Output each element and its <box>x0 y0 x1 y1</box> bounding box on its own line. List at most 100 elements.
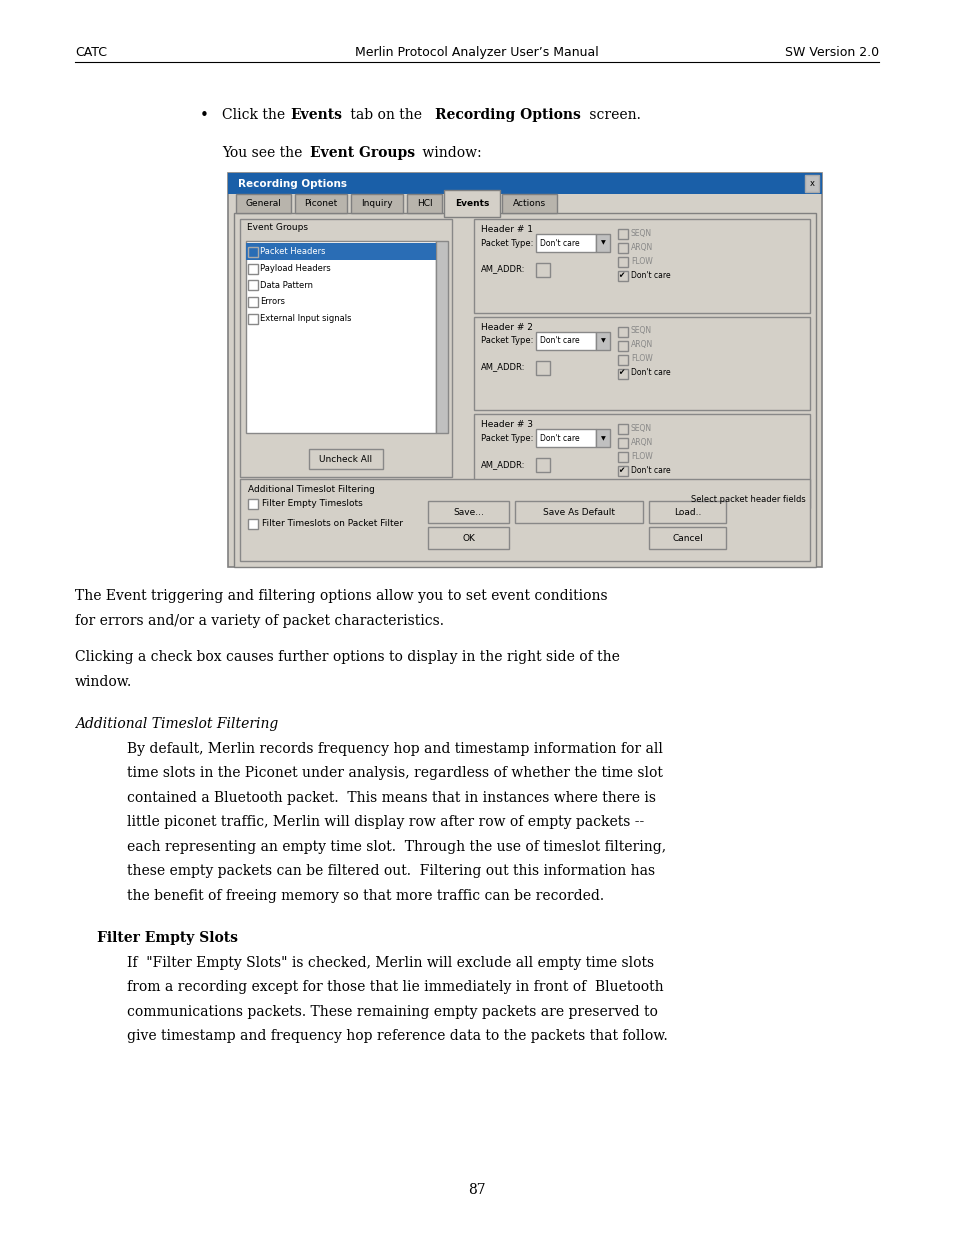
Bar <box>536 430 596 447</box>
Text: Don't care: Don't care <box>539 336 579 345</box>
Bar <box>618 228 627 240</box>
Text: Load..: Load.. <box>673 508 700 516</box>
Bar <box>246 241 436 433</box>
Text: little piconet traffic, Merlin will display row after row of empty packets --: little piconet traffic, Merlin will disp… <box>127 815 643 829</box>
Text: 87: 87 <box>468 1183 485 1197</box>
Text: The Event triggering and filtering options allow you to set event conditions: The Event triggering and filtering optio… <box>75 589 607 603</box>
Text: SEQN: SEQN <box>630 424 652 432</box>
Text: Packet Headers: Packet Headers <box>260 247 325 256</box>
Bar <box>536 332 596 350</box>
Text: ✔: ✔ <box>618 466 623 474</box>
Text: Data Pattern: Data Pattern <box>260 280 313 289</box>
Bar <box>474 414 809 508</box>
Text: ✔: ✔ <box>618 270 623 279</box>
Text: ▼: ▼ <box>600 436 605 441</box>
Text: FLOW: FLOW <box>630 452 652 461</box>
Bar <box>309 450 382 469</box>
Bar <box>240 219 452 477</box>
Bar <box>233 212 815 567</box>
Bar <box>618 270 627 282</box>
Text: time slots in the Piconet under analysis, regardless of whether the time slot: time slots in the Piconet under analysis… <box>127 766 662 781</box>
Text: Merlin Protocol Analyzer User’s Manual: Merlin Protocol Analyzer User’s Manual <box>355 46 598 58</box>
Text: •: • <box>200 107 209 122</box>
Bar <box>443 190 499 217</box>
Text: Cancel: Cancel <box>672 534 702 542</box>
Bar <box>228 173 821 567</box>
Text: give timestamp and frequency hop reference data to the packets that follow.: give timestamp and frequency hop referen… <box>127 1029 667 1044</box>
Text: screen.: screen. <box>584 107 640 122</box>
Text: Header # 1: Header # 1 <box>480 225 533 233</box>
Text: Errors: Errors <box>260 298 285 306</box>
Text: Event Groups: Event Groups <box>247 224 308 232</box>
Text: Inquiry: Inquiry <box>361 199 393 207</box>
Bar <box>248 280 257 290</box>
Text: Click the: Click the <box>222 107 289 122</box>
Text: Don't care: Don't care <box>539 433 579 443</box>
Bar <box>618 467 627 477</box>
Text: Clicking a check box causes further options to display in the right side of the: Clicking a check box causes further opti… <box>75 650 619 664</box>
Text: ▼: ▼ <box>600 338 605 343</box>
Text: tab on the: tab on the <box>346 107 426 122</box>
Text: Select packet header fields: Select packet header fields <box>691 495 805 504</box>
Bar <box>228 173 821 194</box>
Text: CATC: CATC <box>75 46 107 58</box>
Text: Don't care: Don't care <box>630 368 670 377</box>
Bar <box>648 501 725 522</box>
Bar <box>248 247 257 257</box>
Text: ARQN: ARQN <box>630 242 653 252</box>
Text: If  "Filter Empty Slots" is checked, Merlin will exclude all empty time slots: If "Filter Empty Slots" is checked, Merl… <box>127 956 654 969</box>
Bar <box>246 243 436 259</box>
Bar <box>618 452 627 462</box>
Bar <box>248 314 257 324</box>
Bar <box>501 194 557 212</box>
Text: FLOW: FLOW <box>630 354 652 363</box>
Text: window.: window. <box>75 674 132 688</box>
Text: General: General <box>245 199 281 207</box>
Bar <box>248 519 257 529</box>
Text: Piconet: Piconet <box>304 199 337 207</box>
Bar <box>618 354 627 364</box>
Bar <box>618 438 627 448</box>
Text: Uncheck All: Uncheck All <box>319 454 373 463</box>
Text: ▼: ▼ <box>600 241 605 246</box>
Text: Don't care: Don't care <box>630 466 670 474</box>
Text: Header # 3: Header # 3 <box>480 420 533 430</box>
Text: Filter Empty Timeslots: Filter Empty Timeslots <box>262 499 362 508</box>
Text: You see the: You see the <box>222 146 307 161</box>
Text: Filter Empty Slots: Filter Empty Slots <box>97 931 237 945</box>
Text: SW Version 2.0: SW Version 2.0 <box>784 46 878 58</box>
Bar <box>618 257 627 267</box>
Bar <box>536 263 550 277</box>
Bar <box>618 341 627 351</box>
Bar <box>804 175 818 191</box>
Text: Don't care: Don't care <box>539 238 579 247</box>
Bar <box>596 233 609 252</box>
Text: Additional Timeslot Filtering: Additional Timeslot Filtering <box>248 485 375 494</box>
Text: By default, Merlin records frequency hop and timestamp information for all: By default, Merlin records frequency hop… <box>127 741 662 756</box>
Text: Events: Events <box>290 107 341 122</box>
Text: Events: Events <box>455 199 489 207</box>
Bar <box>618 327 627 337</box>
Text: Header # 2: Header # 2 <box>480 322 533 332</box>
Text: Packet Type:: Packet Type: <box>480 238 533 247</box>
Text: AM_ADDR:: AM_ADDR: <box>480 362 525 372</box>
Text: SEQN: SEQN <box>630 326 652 335</box>
Bar <box>596 430 609 447</box>
Bar <box>596 332 609 350</box>
Bar <box>536 361 550 374</box>
Text: OK: OK <box>461 534 475 542</box>
Text: these empty packets can be filtered out.  Filtering out this information has: these empty packets can be filtered out.… <box>127 864 655 878</box>
Bar <box>474 219 809 312</box>
Text: ARQN: ARQN <box>630 438 653 447</box>
Text: Don't care: Don't care <box>630 270 670 279</box>
Text: Actions: Actions <box>513 199 545 207</box>
Text: from a recording except for those that lie immediately in front of  Bluetooth: from a recording except for those that l… <box>127 981 663 994</box>
Bar <box>407 194 441 212</box>
Text: External Input signals: External Input signals <box>260 314 351 324</box>
Bar <box>240 479 809 561</box>
Bar <box>294 194 347 212</box>
Text: Packet Type:: Packet Type: <box>480 433 533 443</box>
Text: contained a Bluetooth packet.  This means that in instances where there is: contained a Bluetooth packet. This means… <box>127 790 656 804</box>
Text: for errors and/or a variety of packet characteristics.: for errors and/or a variety of packet ch… <box>75 614 443 627</box>
Text: Additional Timeslot Filtering: Additional Timeslot Filtering <box>75 718 278 731</box>
